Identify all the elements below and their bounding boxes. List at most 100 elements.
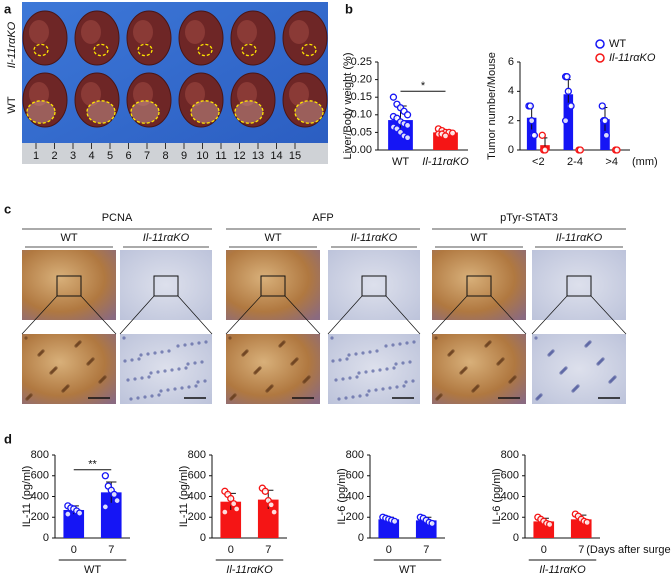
significance-label: * [421,80,426,92]
x-unit: (mm) [632,156,658,168]
nucleus [167,349,171,353]
data-point [563,73,571,81]
micrograph [328,250,420,320]
liver-lobe [133,82,153,106]
nucleus [184,366,188,370]
data-point [528,117,536,125]
nucleus [576,384,580,388]
ruler-number: 3 [70,150,76,162]
liver-lobe [29,20,49,44]
tumor-outline [294,100,324,124]
data-point [441,132,450,140]
zoom-box [260,275,286,297]
y-tick-label: 0 [43,532,49,544]
panel-label: c [4,201,11,216]
group-label: WT [399,564,416,576]
tumor-outline [33,43,49,57]
data-point [583,518,591,527]
x-tick-label: <2 [532,156,545,168]
y-axis-label: IL-6 (pg/ml) [491,468,503,524]
nucleus [551,349,555,353]
nucleus [534,336,538,340]
data-point [561,117,570,125]
ruler-number: 5 [107,150,113,162]
y-tick-label: 0.10 [351,109,372,121]
nucleus [197,341,201,345]
nucleus [200,360,204,364]
y-tick-label: 800 [188,449,206,461]
data-point [101,472,110,480]
micrograph-zoom [532,334,626,404]
nucleus [355,375,359,379]
nucleus [136,396,140,400]
nucleus [194,384,198,388]
nucleus [78,340,82,344]
data-point [545,520,554,529]
data-point [232,505,241,513]
data-point [530,131,539,139]
x-tick-label: 7 [423,544,429,556]
stain-label: PCNA [102,212,133,224]
nucleus [408,360,412,364]
y-tick-label: 0 [200,532,206,544]
zoom-line [385,295,421,335]
zoom-line [327,295,363,335]
nucleus [176,344,180,348]
zoom-box [466,275,492,297]
ruler [22,143,328,164]
nucleus [307,375,311,379]
nucleus [139,353,143,357]
y-tick-label: 0 [508,144,514,156]
nucleus [439,393,443,397]
data-point [389,93,398,101]
nucleus [588,340,592,344]
nucleus [166,388,170,392]
row-label: WT [6,96,18,113]
genotype-label: Il-11rαKO [556,232,603,244]
y-tick-label: 0 [358,532,364,544]
legend-marker [595,39,605,49]
liver-lobe [81,20,101,44]
data-point [64,510,72,518]
micrograph-zoom [120,334,212,404]
y-tick-label: 800 [346,449,364,461]
nucleus [193,361,197,365]
nucleus [412,340,416,344]
ruler-number: 13 [252,150,264,162]
zoom-line [590,295,627,335]
y-tick-label: 0.20 [351,74,372,86]
nucleus [404,380,408,384]
nucleus [203,379,207,383]
data-point [576,146,584,154]
nucleus [334,378,338,382]
y-tick-label: 400 [346,490,364,502]
y-tick-label: 800 [501,449,519,461]
nucleus [170,368,174,372]
nucleus [156,370,160,374]
y-axis-label: Tumor number/Mouse [486,52,498,160]
zoom-line [21,295,58,335]
y-tick-label: 200 [501,511,519,523]
nucleus [177,367,181,371]
nucleus [384,344,388,348]
nucleus [374,388,378,392]
nucleus [394,362,398,366]
y-tick-label: 600 [501,470,519,482]
group-label: Il-11rαKO [226,564,273,576]
y-tick-label: 0.15 [351,91,372,103]
zoom-line [225,295,262,335]
y-tick-label: 400 [188,490,206,502]
micrograph-zoom [328,334,420,404]
nucleus [196,380,200,384]
y-tick-label: 800 [31,449,49,461]
micrograph-zoom [22,334,116,404]
y-axis-label: IL-11 (pg/ml) [21,466,33,528]
nucleus [122,336,126,340]
y-tick-label: 0 [513,532,519,544]
x-tick-label: 0 [541,544,547,556]
liver-lobe [29,82,49,106]
nucleus [398,342,402,346]
group-label: WT [84,564,101,576]
y-tick-label: 600 [346,470,364,482]
nucleus [337,397,341,401]
